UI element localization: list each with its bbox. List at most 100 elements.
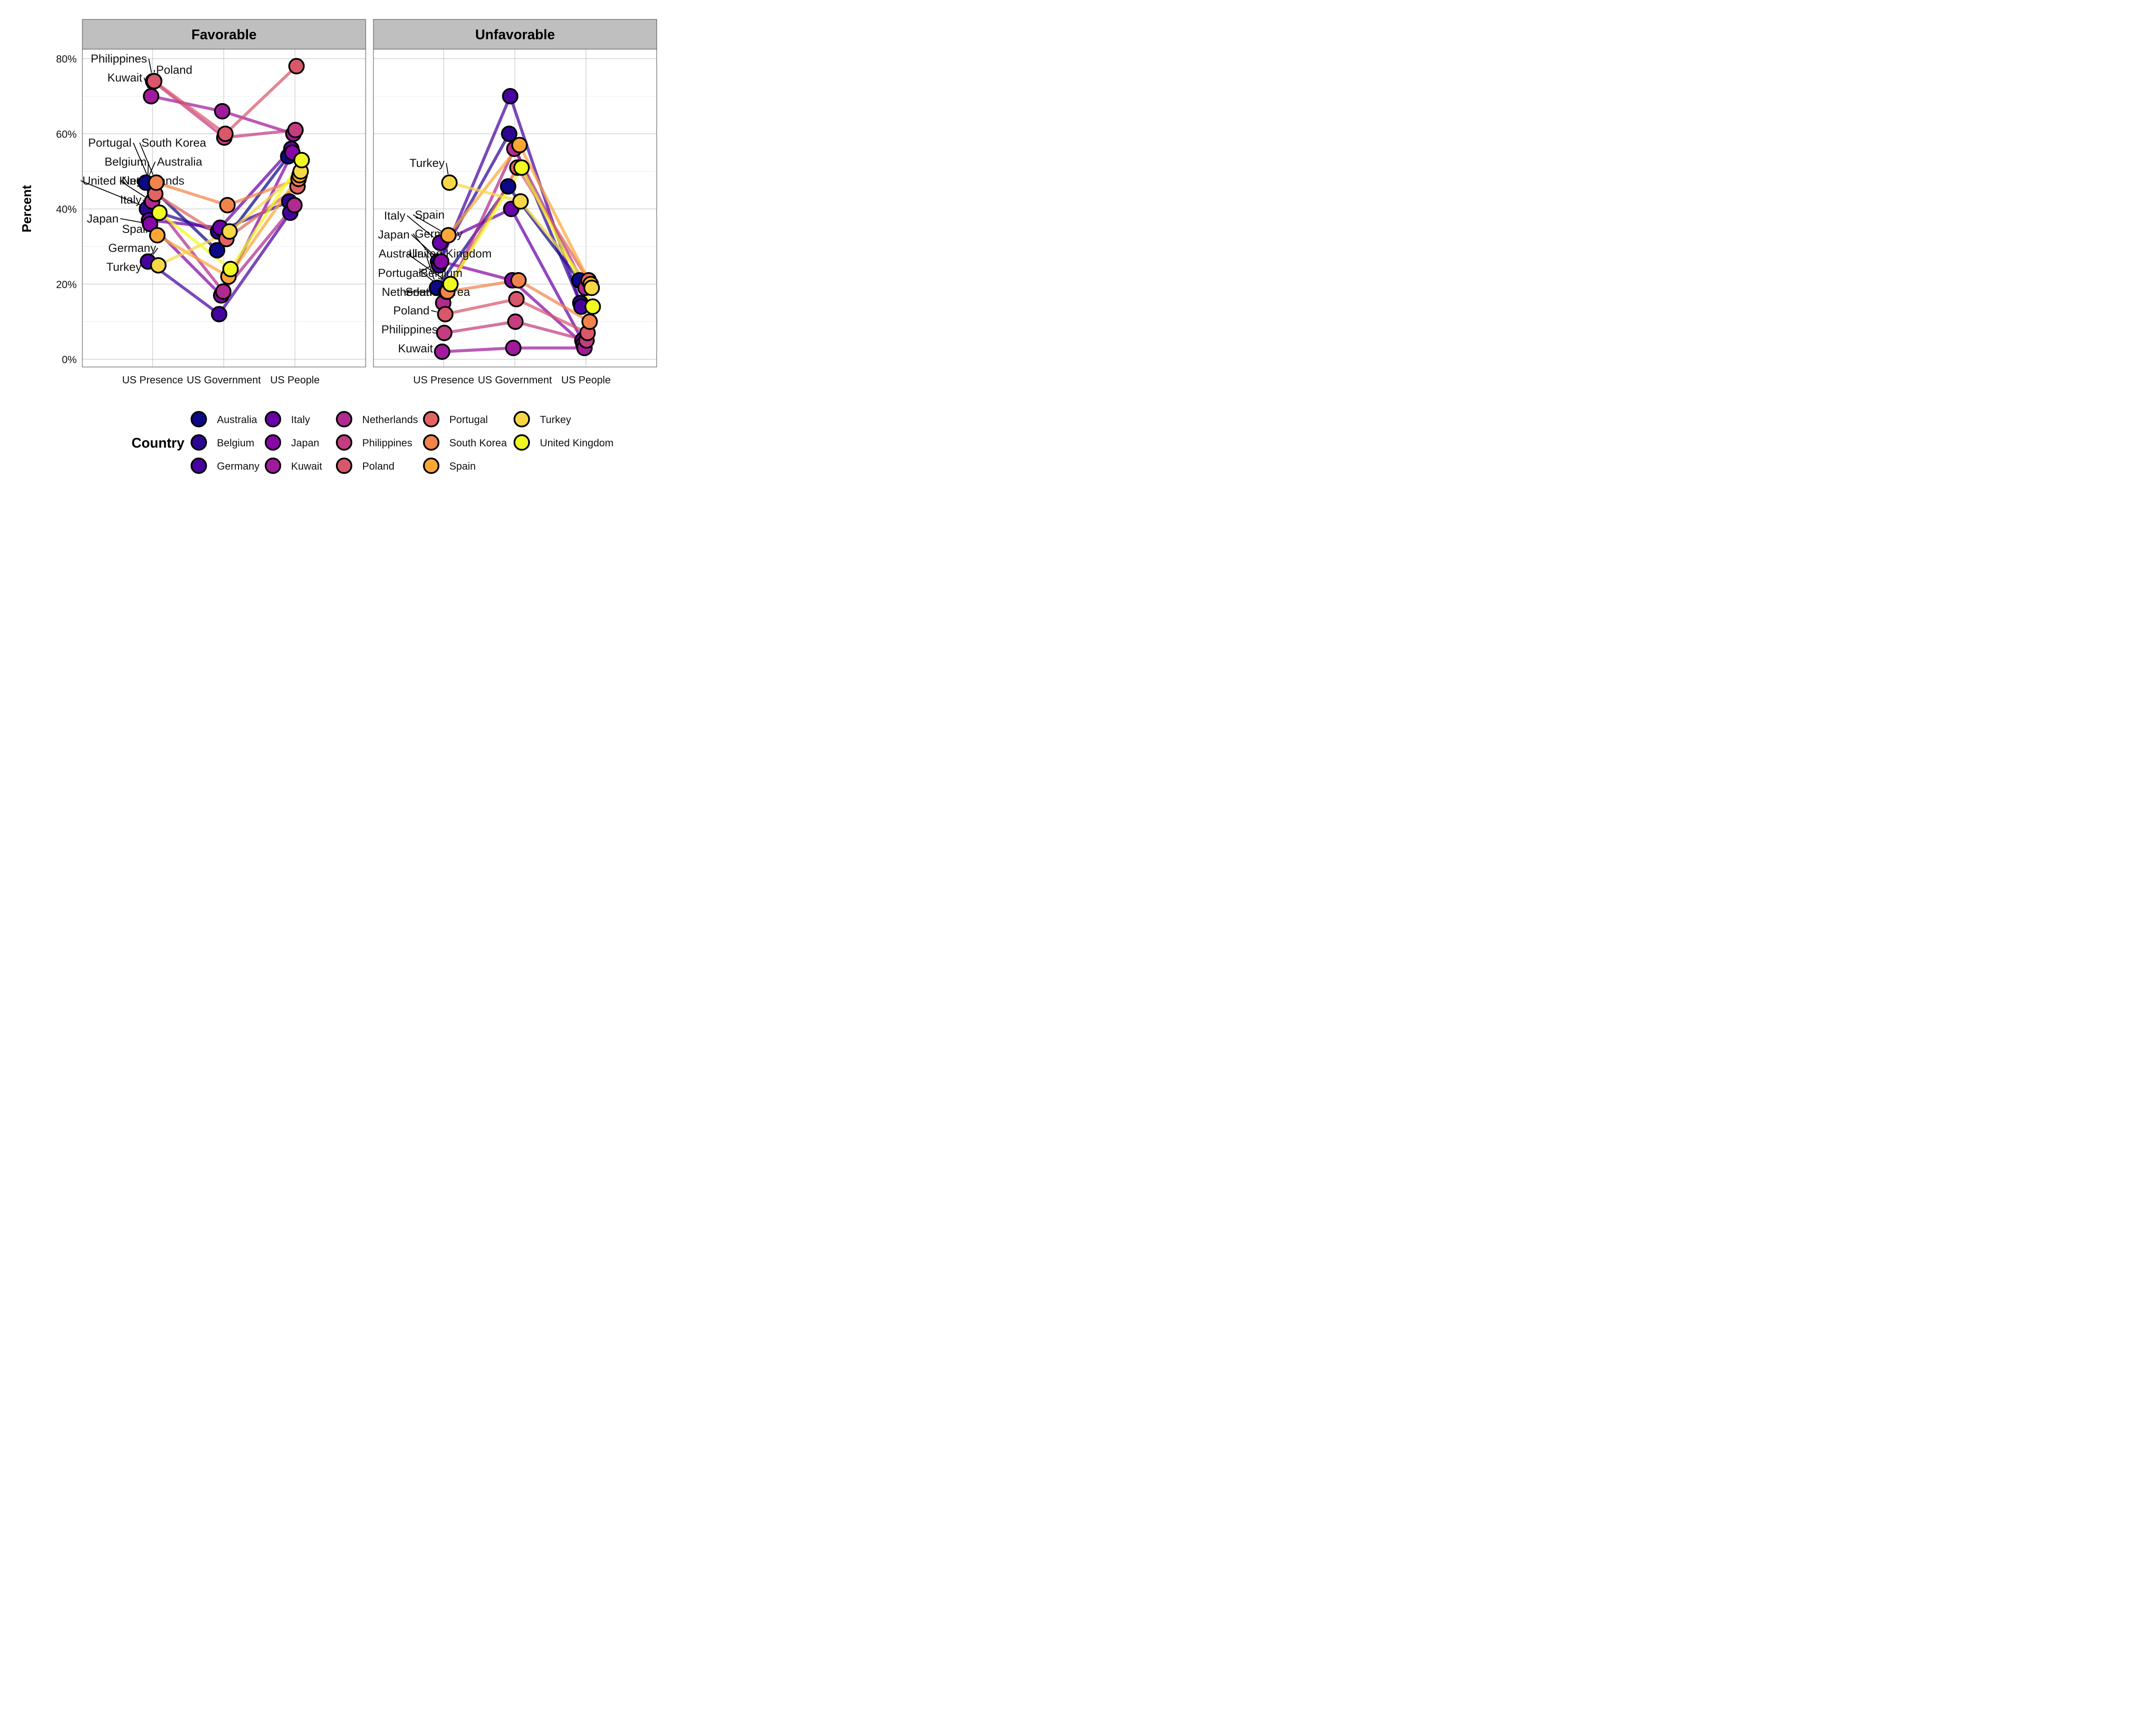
y-tick-label: 60% [56,129,77,140]
legend-swatch-united-kingdom [514,434,530,451]
x-tick-label-us-people: US People [270,374,320,386]
legend-swatch-belgium [191,434,207,451]
point-label-spain: Spain [415,208,445,221]
legend-swatch-portugal [423,411,439,427]
label-leader-philippines [148,58,152,73]
label-leader-united-kingdom [407,253,444,280]
point-kuwait-us-presence [143,88,160,105]
point-label-japan: Japan [378,228,410,241]
legend-swatch-philippines [336,434,352,451]
panel-unfavorable: Unfavorable US Presence US Government US Pe… [373,19,657,386]
point-south-korea-us-presence [148,174,165,191]
point-spain-us-presence [149,227,166,244]
point-philippines-us-people [287,122,304,138]
label-leader-italy [407,215,434,238]
point-label-united-kingdom: United Kingdom [409,247,492,260]
point-label-australia: Australia [157,155,203,168]
legend-swatch-south-korea [423,434,439,451]
legend-item-united-kingdom: United Kingdom [514,434,614,451]
legend-label-philippines: Philippines [362,437,412,449]
label-leader-south-korea [139,142,154,175]
label-leader-germany [153,248,158,255]
point-poland-us-people [288,58,305,75]
point-united-kingdom-us-government [513,159,530,176]
y-axis-title: Percent [20,185,34,232]
legend-item-netherlands: Netherlands [336,411,418,427]
point-poland-us-presence [437,306,454,323]
legend-item-portugal: Portugal [423,411,488,427]
panels-layer: Favorable US Presence US Government US Peop… [56,19,657,386]
legend-label-kuwait: Kuwait [291,461,322,472]
point-label-germany: Germany [108,242,157,254]
point-label-kuwait: Kuwait [398,342,433,355]
legend-swatch-spain [423,458,439,474]
x-tick-label-us-people: US People [561,374,611,386]
panel-favorable: Favorable US Presence US Government US Peop… [56,19,366,386]
legend-label-australia: Australia [217,414,257,426]
legend-item-turkey: Turkey [514,411,571,427]
point-label-belgium: Belgium [104,155,147,168]
point-kuwait-us-presence [434,343,451,360]
legend-item-australia: Australia [191,411,257,427]
point-united-kingdom-us-government [222,260,239,277]
x-tick-label-us-presence: US Presence [413,374,474,386]
y-tick-label: 40% [56,204,77,216]
y-tick-label: 80% [56,53,77,65]
point-netherlands-us-government [215,283,232,300]
point-united-kingdom-us-presence [442,276,459,292]
label-leader-australia [149,161,156,175]
legend-label-turkey: Turkey [540,414,571,426]
legend: Country Australia Belgium Germany Italy Japa… [132,411,614,474]
label-leader-japan [411,234,435,256]
point-spain-us-government [511,137,528,154]
legend-label-italy: Italy [291,414,310,426]
point-label-poland: Poland [393,304,429,317]
point-turkey-us-presence [441,174,458,191]
panel-strip-favorable [82,19,366,50]
label-leader-turkey [446,163,449,174]
legend-item-italy: Italy [265,411,310,427]
y-tick-label: 20% [56,279,77,291]
panel-border [82,49,366,367]
panel-strip-unfavorable [373,19,657,50]
legend-label-spain: Spain [449,461,476,472]
legend-label-portugal: Portugal [449,414,488,426]
point-label-poland: Poland [156,63,192,76]
point-turkey-us-presence [150,257,167,274]
point-poland-us-government [217,125,234,142]
point-turkey-us-people [583,279,600,296]
legend-swatch-kuwait [265,458,281,474]
legend-swatch-turkey [514,411,530,427]
series-points-unfavorable [429,88,601,360]
point-turkey-us-government [512,193,529,210]
legend-item-south-korea: South Korea [423,434,507,451]
point-label-philippines: Philippines [91,52,147,65]
point-philippines-us-presence [436,325,453,342]
legend-label-netherlands: Netherlands [362,414,418,426]
legend-swatch-poland [336,458,352,474]
point-germany-us-government [211,306,228,323]
legend-item-poland: Poland [336,458,395,474]
y-tick-label: 0% [62,354,77,366]
legend-item-germany: Germany [191,458,260,474]
legend-title: Country [132,435,185,451]
point-japan-us-presence [433,253,449,270]
point-australia-us-government [209,242,226,259]
legend-item-japan: Japan [265,434,319,451]
panel-title-favorable: Favorable [191,27,257,42]
legend-swatch-australia [191,411,207,427]
point-label-turkey: Turkey [106,260,141,273]
label-leader-united-kingdom [80,180,152,210]
point-united-kingdom-us-people [293,152,310,169]
point-south-korea-us-government [510,272,527,289]
legend-label-south-korea: South Korea [449,437,507,449]
legend-label-poland: Poland [362,461,395,472]
legend-item-philippines: Philippines [336,434,412,451]
legend-swatch-netherlands [336,411,352,427]
point-label-south-korea: South Korea [141,136,207,149]
point-label-kuwait: Kuwait [107,71,143,84]
point-label-japan: Japan [87,212,119,225]
x-tick-label-us-government: US Government [187,374,261,386]
label-leader-spain [413,214,442,232]
legend-label-belgium: Belgium [217,437,254,449]
